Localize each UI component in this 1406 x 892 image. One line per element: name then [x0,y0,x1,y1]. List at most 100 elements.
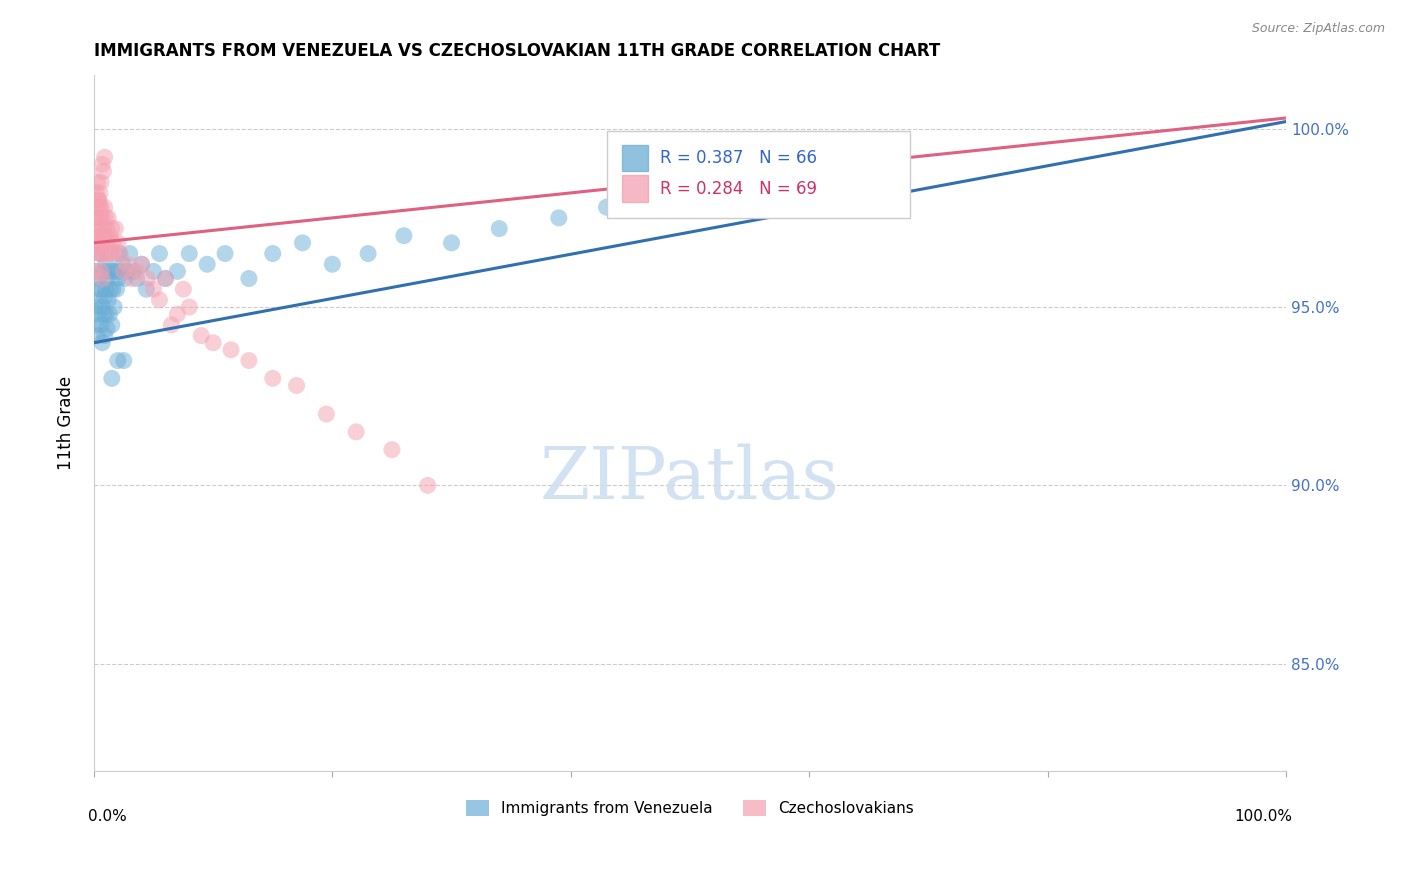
Point [103,246,125,260]
Point [131,257,153,271]
Point [105,282,128,296]
Point [87,221,110,235]
Point [89,246,111,260]
Point [101,235,124,250]
Point [90,282,112,296]
Point [125,271,148,285]
Point [91,211,114,225]
Legend: Immigrants from Venezuela, Czechoslovakians: Immigrants from Venezuela, Czechoslovaki… [460,794,920,822]
Point [87,271,110,285]
Point [238,271,260,285]
Point [100,246,122,260]
Point [122,264,145,278]
Point [262,246,284,260]
Point [214,246,236,260]
Point [91,300,114,314]
Point [440,235,463,250]
Point [488,221,510,235]
Point [381,442,404,457]
Point [86,200,108,214]
Point [93,164,115,178]
Point [100,282,122,296]
Point [291,235,314,250]
Point [101,282,124,296]
Text: R = 0.387   N = 66: R = 0.387 N = 66 [661,149,817,167]
Point [94,211,117,225]
Point [101,264,124,278]
Point [104,264,127,278]
Point [91,157,114,171]
Text: IMMIGRANTS FROM VENEZUELA VS CZECHOSLOVAKIAN 11TH GRADE CORRELATION CHART: IMMIGRANTS FROM VENEZUELA VS CZECHOSLOVA… [94,42,941,60]
Point [775,175,797,189]
Point [86,235,108,250]
Point [101,371,124,385]
Point [845,157,868,171]
Point [93,150,115,164]
Point [219,343,242,357]
Text: ZIPatlas: ZIPatlas [540,443,839,514]
Point [547,211,569,225]
Point [148,246,170,260]
Point [87,235,110,250]
Text: 0.0%: 0.0% [89,809,127,824]
Point [108,246,131,260]
Point [107,353,129,368]
Point [97,211,120,225]
Point [108,246,131,260]
Point [86,318,108,332]
Point [166,264,188,278]
Point [262,371,284,385]
Point [90,200,112,214]
Point [101,318,124,332]
Point [160,318,183,332]
Text: 100.0%: 100.0% [1234,809,1292,824]
Point [93,289,115,303]
Point [97,264,120,278]
Point [117,264,139,278]
Point [86,328,108,343]
Point [86,211,108,225]
Point [114,271,136,285]
Point [321,257,343,271]
Point [108,264,131,278]
Point [285,378,308,392]
Point [155,271,177,285]
Point [97,235,120,250]
Point [179,246,201,260]
Point [131,257,153,271]
Point [84,300,107,314]
Point [179,300,201,314]
Point [93,200,115,214]
Point [86,175,108,189]
Point [166,307,188,321]
Point [90,264,112,278]
Text: R = 0.284   N = 69: R = 0.284 N = 69 [661,179,817,197]
Point [357,246,380,260]
Point [94,235,117,250]
Point [89,246,111,260]
Point [142,264,165,278]
Point [86,228,108,243]
Point [94,307,117,321]
Point [91,271,114,285]
Point [94,282,117,296]
Point [135,282,157,296]
Point [96,221,118,235]
Point [142,282,165,296]
Point [87,193,110,207]
Point [595,200,617,214]
Point [90,175,112,189]
Point [87,193,110,207]
Point [97,293,120,307]
Point [315,407,337,421]
Point [679,186,702,200]
Point [112,264,135,278]
Point [93,221,115,235]
Point [117,257,139,271]
Point [104,221,127,235]
Point [125,264,148,278]
Point [202,335,225,350]
Text: Source: ZipAtlas.com: Source: ZipAtlas.com [1251,22,1385,36]
Point [86,282,108,296]
Y-axis label: 11th Grade: 11th Grade [58,376,75,470]
